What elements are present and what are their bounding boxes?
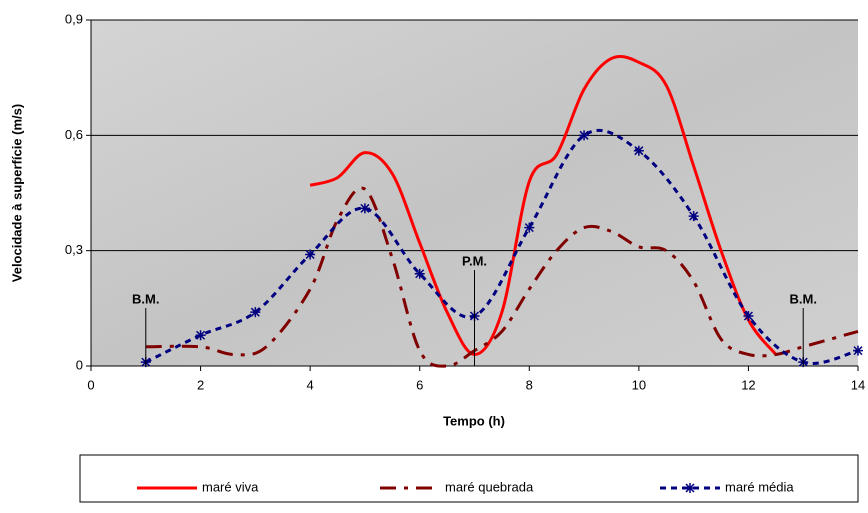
legend-label: maré quebrada: [445, 479, 534, 494]
x-tick-label: 14: [851, 377, 865, 392]
y-tick-label: 0,6: [65, 127, 83, 142]
marker: [195, 330, 206, 341]
x-tick-label: 8: [526, 377, 533, 392]
x-tick-label: 2: [197, 377, 204, 392]
marker: [633, 145, 644, 156]
x-tick-label: 12: [741, 377, 755, 392]
annotation: B.M.: [789, 291, 816, 306]
marker: [414, 268, 425, 279]
x-axis-title: Tempo (h): [443, 413, 505, 428]
y-axis-title: Velocidade à superfície (m/s): [9, 104, 24, 282]
marker: [688, 211, 699, 222]
series-line: [145, 186, 859, 368]
y-tick-label: 0,3: [65, 242, 83, 257]
marker: [579, 130, 590, 141]
legend: [79, 454, 859, 503]
legend-label: maré média: [725, 479, 794, 494]
marker: [359, 203, 370, 214]
marker: [305, 249, 316, 260]
marker: [524, 222, 535, 233]
series-line: [145, 129, 859, 365]
marker: [853, 345, 863, 356]
y-tick-label: 0,9: [65, 11, 83, 26]
x-tick-label: 4: [307, 377, 314, 392]
legend-label: maré viva: [202, 479, 259, 494]
marker: [250, 307, 261, 318]
x-tick-label: 6: [416, 377, 423, 392]
series-line: [309, 55, 777, 356]
x-tick-label: 0: [87, 377, 94, 392]
y-tick-label: 0: [76, 357, 83, 372]
marker: [743, 311, 754, 322]
x-tick-label: 10: [632, 377, 646, 392]
annotation: P.M.: [462, 253, 487, 268]
marker: [685, 483, 695, 493]
annotation: B.M.: [132, 291, 159, 306]
